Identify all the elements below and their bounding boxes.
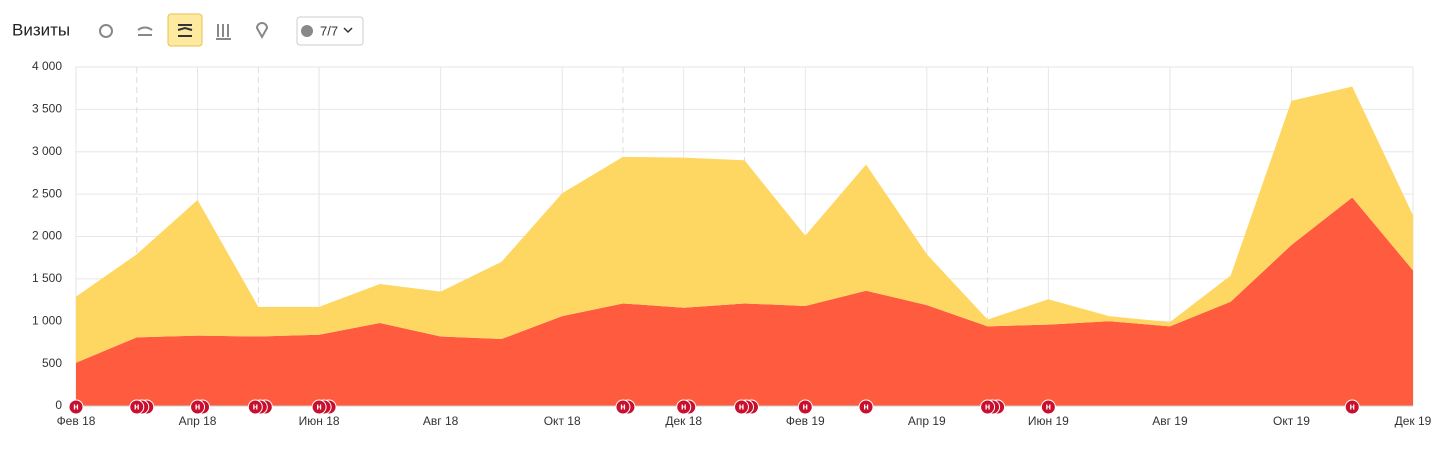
y-tick-label: 3 500 [32,102,62,116]
x-tick-label: Авг 19 [1152,414,1188,428]
area [76,197,1413,406]
area [76,86,1413,363]
annotation-marker [858,399,874,415]
comment-icon [301,25,313,37]
area-icon-active[interactable] [167,13,203,47]
y-tick-label: 500 [42,356,62,370]
x-tick-label: Апр 18 [179,414,217,428]
chevron [343,27,353,34]
x-tick-label: Июн 19 [1028,414,1069,428]
filter-button[interactable] [296,16,364,46]
annotation-label: н [1046,401,1051,411]
toolbar [99,13,364,47]
annotation-marker [247,399,263,415]
x-tick-label: Фев 18 [57,414,96,428]
filter-label: 7/7 [320,23,338,38]
x-tick-label: Фев 19 [786,414,825,428]
annotation-label: н [1350,401,1355,411]
chart-title: Визиты [12,20,70,39]
x-tick-label: Авг 18 [423,414,459,428]
annotation-label: н [316,401,321,411]
x-tick-label: Апр 19 [908,414,946,428]
annotation-label: н [253,401,258,411]
annotation-marker [980,399,996,415]
annotation-marker [190,399,206,415]
annotation-label: н [863,401,868,411]
annotation-label: н [134,401,139,411]
y-tick-label: 4 000 [32,59,62,73]
y-tick-label: 0 [55,398,62,412]
x-tick-label: Окт 18 [544,414,581,428]
annotation-label: н [739,401,744,411]
x-tick-label: Дек 18 [665,414,702,428]
pie-icon[interactable] [99,24,113,38]
annotation-marker [734,399,749,415]
annotation-marker [1040,399,1056,415]
y-tick-label: 3 000 [32,144,62,158]
annotation-marker [797,399,813,415]
annotation-label: н [73,401,78,411]
y-tick-label: 2 000 [32,229,62,243]
annotation-label: н [985,401,990,411]
y-tick-label: 2 500 [32,186,62,200]
annotation-marker [615,399,631,415]
annotation-marker [1344,399,1360,415]
y-tick-label: 1 000 [32,313,62,327]
annotation-marker [68,399,84,415]
map-icon[interactable] [255,21,269,40]
annotation-label: н [195,401,200,411]
area-icon [177,24,193,37]
line-icon[interactable] [137,26,153,36]
annotation-marker [311,399,327,415]
bar-icon[interactable] [216,24,231,40]
x-tick-label: Дек 19 [1395,414,1432,428]
annotation-label: н [620,401,625,411]
y-tick-label: 1 500 [32,271,62,285]
annotation-label: н [803,401,808,411]
annotation-label: н [681,401,686,411]
annotation-marker [129,399,145,415]
x-tick-label: Окт 19 [1273,414,1310,428]
annotation-marker [676,399,692,415]
x-tick-label: Июн 18 [299,414,340,428]
